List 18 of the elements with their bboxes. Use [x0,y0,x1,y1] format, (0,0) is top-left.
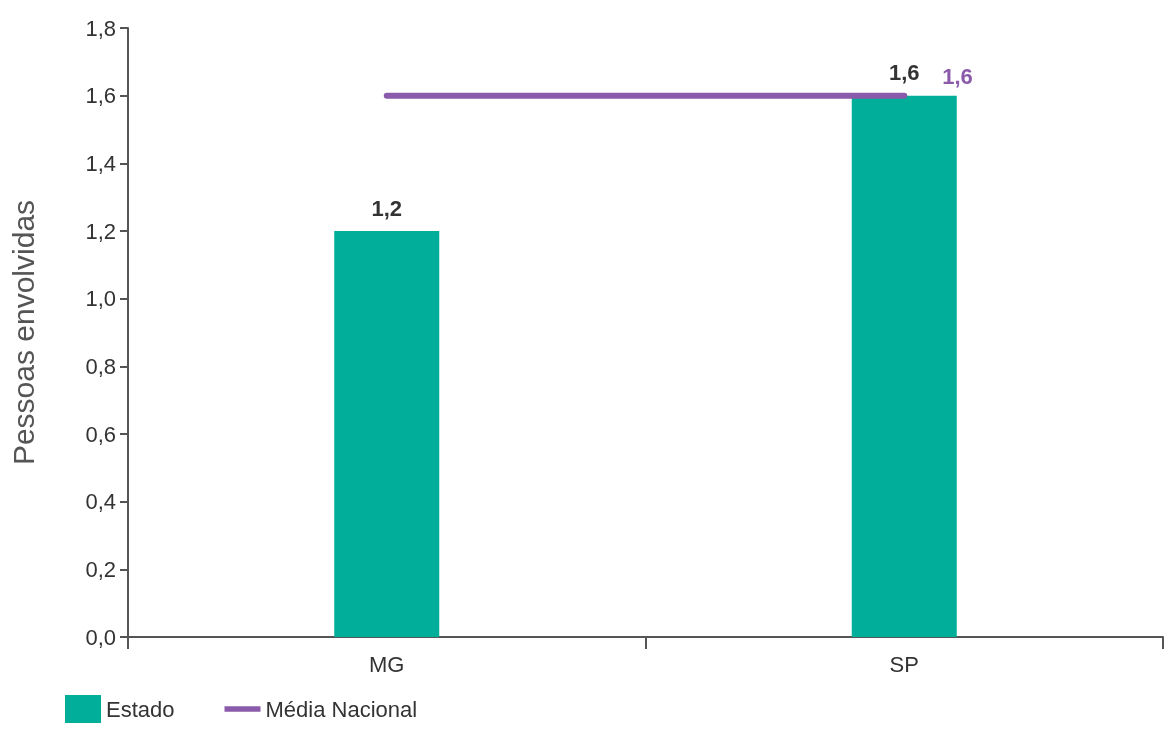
legend-label: Estado [106,696,175,722]
y-tick-label: 0,0 [85,624,116,650]
y-tick-label: 1,2 [85,218,116,244]
y-tick-label: 1,6 [85,83,116,109]
x-tick-label: MG [369,651,405,677]
y-tick-label: 1,4 [85,150,116,176]
y-axis-title: Pessoas envolvidas [6,199,40,466]
legend-label: Média Nacional [265,696,418,722]
y-tick-label: 0,4 [85,489,116,515]
data-label: 1,2 [371,195,403,221]
data-label: 1,6 [942,64,973,90]
y-tick-label: 0,8 [85,353,116,379]
data-label: 1,6 [888,60,920,86]
y-tick-label: 1,8 [85,15,116,41]
y-tick-label: 1,0 [85,286,116,312]
y-tick-label: 0,2 [85,556,116,582]
x-tick-label: SP [889,651,919,677]
y-tick-label: 0,6 [85,421,116,447]
